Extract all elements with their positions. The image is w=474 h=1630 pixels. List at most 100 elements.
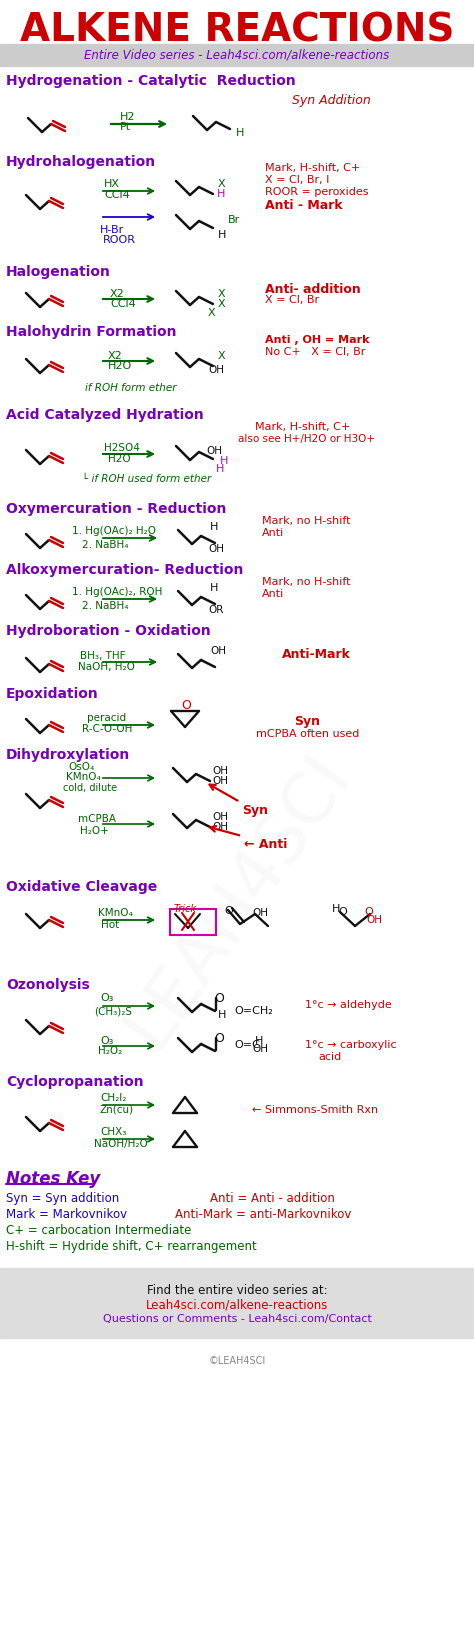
Text: Anti- addition: Anti- addition	[265, 284, 361, 297]
Text: 1°c → aldehyde: 1°c → aldehyde	[305, 999, 392, 1011]
Text: H₂O₂: H₂O₂	[98, 1046, 122, 1056]
Text: CH₂I₂: CH₂I₂	[100, 1094, 127, 1104]
Text: X2: X2	[110, 289, 125, 298]
Text: OH: OH	[252, 1043, 268, 1055]
Text: Anti - Mark: Anti - Mark	[265, 199, 343, 212]
Text: KMnO₄: KMnO₄	[98, 908, 133, 918]
Text: NaOH/H₂O: NaOH/H₂O	[94, 1139, 148, 1149]
Text: Anti: Anti	[262, 528, 284, 538]
Text: 2. NaBH₄: 2. NaBH₄	[82, 601, 128, 611]
Text: OH: OH	[208, 544, 224, 554]
Text: X: X	[218, 350, 226, 360]
Text: H-Br: H-Br	[100, 225, 124, 235]
Text: Syn: Syn	[294, 716, 320, 729]
Text: HX: HX	[104, 179, 120, 189]
Text: Zn(cu): Zn(cu)	[100, 1105, 134, 1115]
Text: OH: OH	[210, 645, 226, 655]
Text: X = Cl, Br: X = Cl, Br	[265, 295, 319, 305]
Text: ROOR = peroxides: ROOR = peroxides	[265, 187, 368, 197]
Text: Hydrogenation - Catalytic  Reduction: Hydrogenation - Catalytic Reduction	[6, 73, 296, 88]
Text: Cyclopropanation: Cyclopropanation	[6, 1076, 144, 1089]
Text: Syn: Syn	[242, 804, 268, 817]
Text: peracid: peracid	[87, 712, 126, 724]
Text: O: O	[364, 906, 373, 918]
Text: H-shift = Hydride shift, C+ rearrangement: H-shift = Hydride shift, C+ rearrangemen…	[6, 1240, 257, 1253]
Text: Syn Addition: Syn Addition	[292, 95, 371, 108]
Text: H: H	[216, 465, 224, 474]
Text: No C+   X = Cl, Br: No C+ X = Cl, Br	[265, 347, 365, 357]
Text: Dihydroxylation: Dihydroxylation	[6, 748, 130, 761]
Text: Mark, H-shift, C+: Mark, H-shift, C+	[255, 422, 350, 432]
Text: mCPBA: mCPBA	[78, 813, 116, 825]
Text: Mark, no H-shift: Mark, no H-shift	[262, 577, 350, 587]
Text: Entire Video series - Leah4sci.com/alkene-reactions: Entire Video series - Leah4sci.com/alken…	[84, 49, 390, 62]
Text: H: H	[236, 129, 245, 139]
Text: OH: OH	[212, 776, 228, 786]
Text: └ if ROH used form ether: └ if ROH used form ether	[82, 474, 211, 484]
Text: Anti: Anti	[262, 588, 284, 598]
Bar	[0, 44, 474, 65]
Text: if ROH form ether: if ROH form ether	[85, 383, 176, 393]
Text: R-C-O-OH: R-C-O-OH	[82, 724, 132, 734]
Text: Halohydrin Formation: Halohydrin Formation	[6, 324, 176, 339]
Text: Syn = Syn addition: Syn = Syn addition	[6, 1192, 119, 1205]
Text: cold, dilute: cold, dilute	[63, 782, 117, 794]
Text: H2: H2	[120, 112, 136, 122]
Bar	[0, 1268, 474, 1338]
Text: OH: OH	[206, 447, 222, 456]
Text: OR: OR	[208, 605, 223, 615]
Text: H: H	[220, 456, 228, 466]
Text: Alkoxymercuration- Reduction: Alkoxymercuration- Reduction	[6, 562, 243, 577]
Text: Oxymercuration - Reduction: Oxymercuration - Reduction	[6, 502, 227, 517]
Text: ← Simmons-Smith Rxn: ← Simmons-Smith Rxn	[252, 1105, 378, 1115]
Text: mCPBA often used: mCPBA often used	[256, 729, 359, 738]
Bar	[170, 910, 216, 936]
Text: H: H	[217, 189, 225, 199]
Text: Anti-Mark = anti-Markovnikov: Anti-Mark = anti-Markovnikov	[175, 1208, 351, 1221]
Text: Hydroboration - Oxidation: Hydroboration - Oxidation	[6, 624, 211, 637]
Text: X: X	[218, 298, 226, 310]
Text: NaOH, H₂O: NaOH, H₂O	[78, 662, 135, 672]
Text: OH: OH	[208, 365, 224, 375]
Text: ← Anti: ← Anti	[244, 838, 287, 851]
Text: OH: OH	[252, 908, 268, 918]
Text: O=C: O=C	[234, 1040, 260, 1050]
Text: H: H	[218, 230, 227, 240]
Text: H: H	[218, 1011, 227, 1020]
Text: 1. Hg(OAc)₂ H₂O: 1. Hg(OAc)₂ H₂O	[72, 526, 156, 536]
Text: X = Cl, Br, I: X = Cl, Br, I	[265, 174, 329, 184]
Text: Oxidative Cleavage: Oxidative Cleavage	[6, 880, 157, 893]
Text: H: H	[210, 584, 219, 593]
Text: OH: OH	[212, 766, 228, 776]
Text: X: X	[218, 179, 226, 189]
Text: Hydrohalogenation: Hydrohalogenation	[6, 155, 156, 170]
Text: Hot: Hot	[101, 919, 119, 931]
Text: Anti , OH = Mark: Anti , OH = Mark	[265, 336, 370, 346]
Text: O: O	[214, 1032, 224, 1045]
Text: Find the entire video series at:: Find the entire video series at:	[146, 1284, 328, 1297]
Text: ROOR: ROOR	[103, 235, 136, 244]
Text: Epoxidation: Epoxidation	[6, 686, 99, 701]
Text: CCl4: CCl4	[104, 191, 130, 200]
Text: CCl4: CCl4	[110, 298, 136, 310]
Text: CHX₃: CHX₃	[100, 1126, 127, 1138]
Text: Anti-Mark: Anti-Mark	[282, 649, 351, 662]
Text: Questions or Comments - Leah4sci.com/Contact: Questions or Comments - Leah4sci.com/Con…	[102, 1314, 372, 1324]
Text: acid: acid	[318, 1051, 341, 1063]
Text: Anti = Anti - addition: Anti = Anti - addition	[210, 1192, 335, 1205]
Text: Mark, no H-shift: Mark, no H-shift	[262, 517, 350, 526]
Text: H: H	[210, 522, 219, 531]
Text: ©LEAH4SCI: ©LEAH4SCI	[209, 1356, 265, 1366]
Text: (CH₃)₂S: (CH₃)₂S	[94, 1006, 132, 1015]
Text: 1°c → carboxylic: 1°c → carboxylic	[305, 1040, 397, 1050]
Text: H2O: H2O	[108, 455, 131, 465]
Text: C+ = carbocation Intermediate: C+ = carbocation Intermediate	[6, 1224, 191, 1237]
Text: X: X	[218, 289, 226, 298]
Text: 1. Hg(OAc)₂, ROH: 1. Hg(OAc)₂, ROH	[72, 587, 163, 597]
Text: O=CH₂: O=CH₂	[234, 1006, 273, 1015]
Text: O: O	[181, 699, 191, 712]
Text: also see H+/H2O or H3O+: also see H+/H2O or H3O+	[238, 434, 375, 443]
Text: BH₃, THF: BH₃, THF	[80, 650, 126, 662]
Text: O: O	[224, 906, 233, 916]
Text: H2O: H2O	[108, 360, 132, 372]
